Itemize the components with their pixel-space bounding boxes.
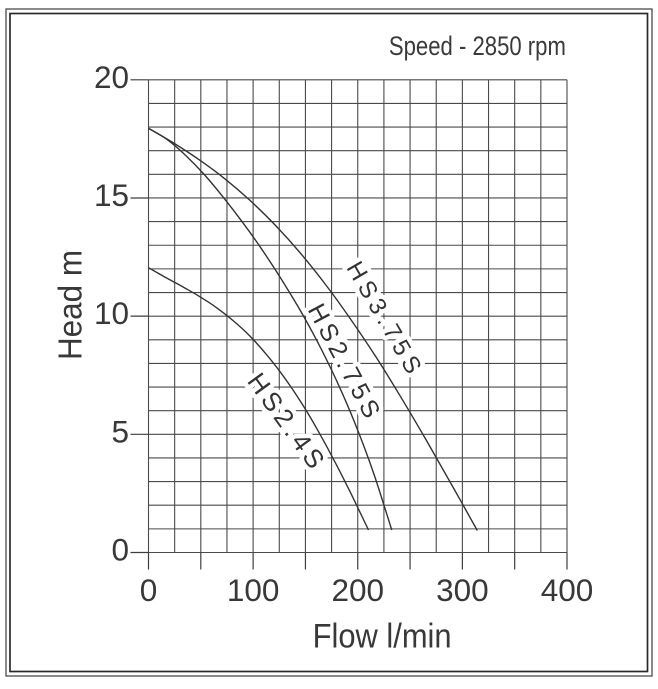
svg-text:300: 300 xyxy=(436,572,489,608)
svg-text:0: 0 xyxy=(140,572,158,608)
svg-text:0: 0 xyxy=(111,532,129,568)
svg-text:20: 20 xyxy=(94,59,129,95)
svg-text:100: 100 xyxy=(227,572,280,608)
svg-text:Flow l/min: Flow l/min xyxy=(313,618,452,656)
svg-text:Head m: Head m xyxy=(52,250,89,360)
svg-text:15: 15 xyxy=(94,177,129,213)
svg-text:5: 5 xyxy=(111,413,129,449)
svg-text:Speed - 2850 rpm: Speed - 2850 rpm xyxy=(389,31,566,61)
svg-text:200: 200 xyxy=(332,572,385,608)
svg-text:400: 400 xyxy=(541,572,594,608)
svg-text:10: 10 xyxy=(94,295,129,331)
